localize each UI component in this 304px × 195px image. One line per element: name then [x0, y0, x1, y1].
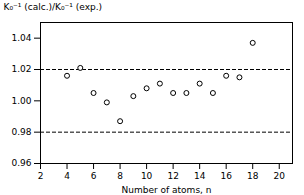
- svg-text:14: 14: [194, 171, 206, 181]
- svg-text:0.98: 0.98: [11, 127, 31, 137]
- svg-text:1.04: 1.04: [11, 33, 31, 43]
- svg-text:6: 6: [91, 171, 97, 181]
- svg-text:0.96: 0.96: [11, 158, 31, 168]
- svg-text:2: 2: [38, 171, 44, 181]
- svg-text:20: 20: [274, 171, 286, 181]
- svg-text:10: 10: [141, 171, 153, 181]
- svg-text:K₀⁻¹ (calc.)/K₀⁻¹ (exp.): K₀⁻¹ (calc.)/K₀⁻¹ (exp.): [4, 2, 103, 12]
- svg-text:1.02: 1.02: [11, 64, 31, 74]
- svg-text:Number of atoms, n: Number of atoms, n: [122, 185, 212, 195]
- svg-text:16: 16: [220, 171, 232, 181]
- svg-text:18: 18: [247, 171, 259, 181]
- svg-text:12: 12: [167, 171, 178, 181]
- svg-text:4: 4: [64, 171, 70, 181]
- svg-text:1.00: 1.00: [11, 96, 31, 106]
- svg-text:8: 8: [117, 171, 123, 181]
